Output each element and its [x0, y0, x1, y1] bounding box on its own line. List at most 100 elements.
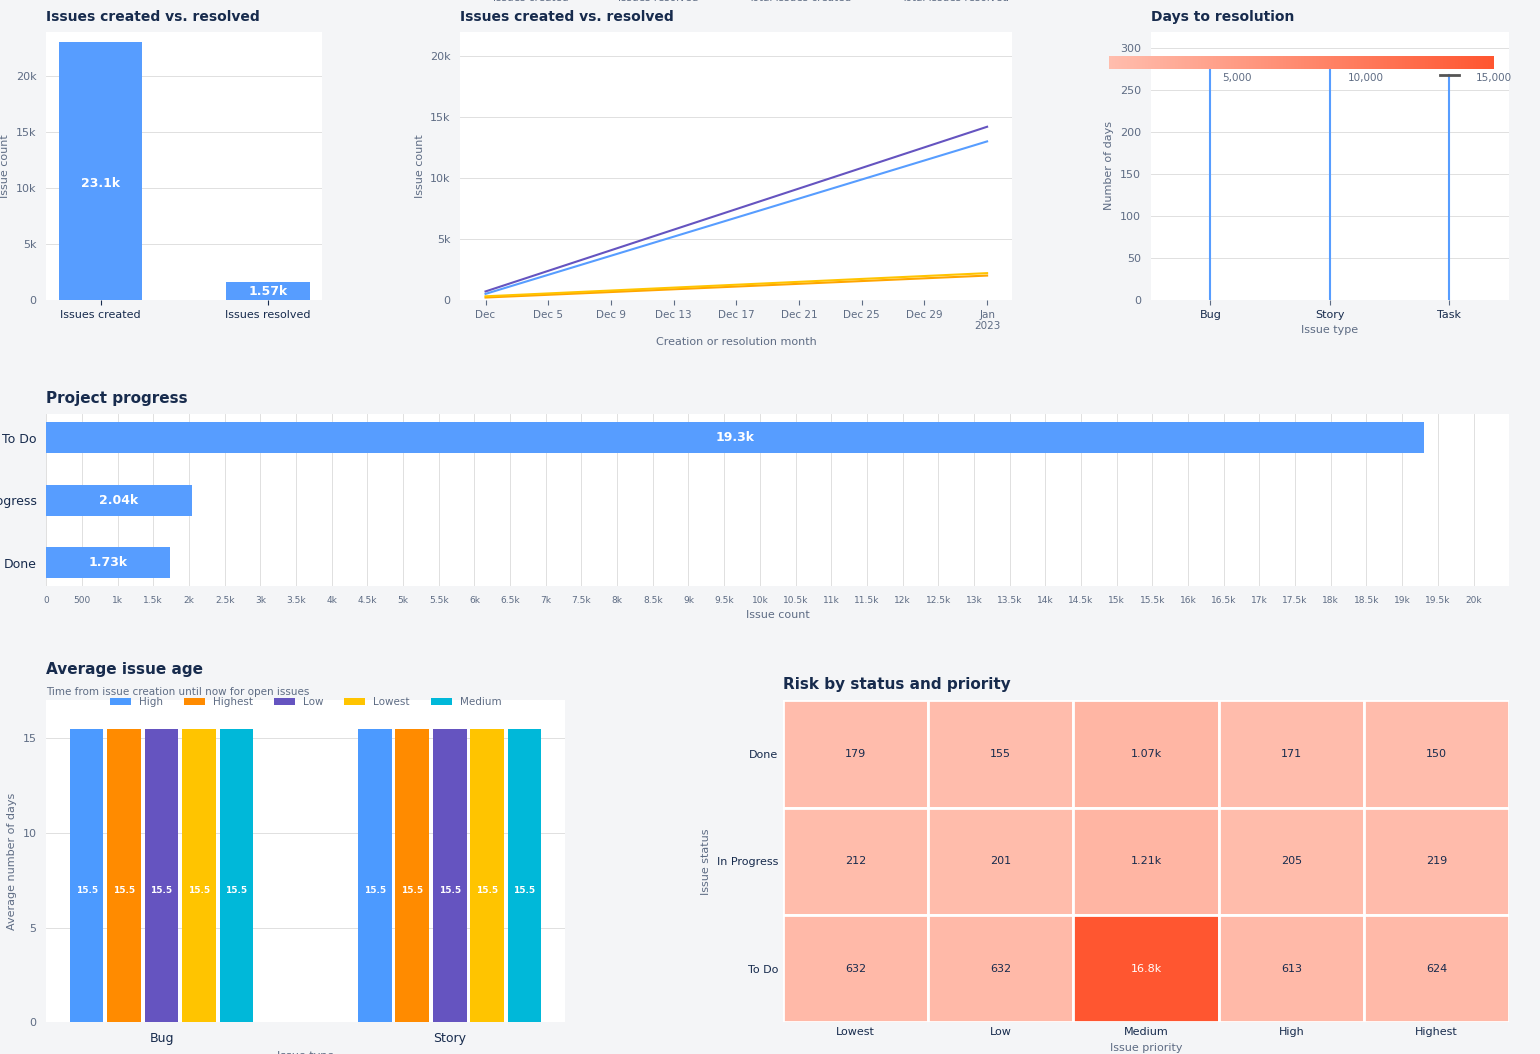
- Text: 179: 179: [845, 749, 865, 759]
- X-axis label: Issue type: Issue type: [277, 1051, 334, 1054]
- Issues created: [915, 154, 933, 167]
- Total issues resolved: [727, 278, 745, 291]
- Text: 15.5: 15.5: [476, 885, 497, 895]
- Issues resolved: [915, 272, 933, 285]
- Issues resolved: [476, 291, 494, 304]
- Text: 1.57k: 1.57k: [248, 285, 288, 297]
- Text: 15.5: 15.5: [439, 885, 460, 895]
- Total issues created: [978, 120, 996, 133]
- Y-axis label: Number of days: Number of days: [1104, 121, 1113, 211]
- Bar: [1364, 915, 1509, 1022]
- Text: 15.5: 15.5: [513, 885, 536, 895]
- Bar: [929, 700, 1073, 807]
- X-axis label: Issue priority: Issue priority: [1110, 1042, 1183, 1053]
- X-axis label: Issue count: Issue count: [745, 610, 810, 621]
- Total issues resolved: [978, 267, 996, 279]
- Total issues resolved: [539, 287, 557, 299]
- Text: 15.5: 15.5: [400, 885, 424, 895]
- Total issues created: [602, 243, 621, 256]
- Text: 16.8k: 16.8k: [1130, 963, 1161, 974]
- Total issues resolved: [853, 273, 872, 286]
- Issues created: [476, 288, 494, 300]
- Bar: [1218, 915, 1364, 1022]
- Issues resolved: [602, 286, 621, 298]
- Issues created: [602, 250, 621, 262]
- Total issues resolved: [915, 270, 933, 282]
- Issues created: [664, 231, 682, 243]
- Total issues resolved: [602, 285, 621, 297]
- Text: Issues created vs. resolved: Issues created vs. resolved: [460, 9, 675, 23]
- Bar: [145, 728, 179, 1022]
- Text: 1.73k: 1.73k: [88, 557, 128, 569]
- Text: 632: 632: [845, 963, 865, 974]
- Text: 171: 171: [1281, 749, 1301, 759]
- Text: 2.04k: 2.04k: [100, 493, 139, 507]
- Total issues resolved: [476, 290, 494, 302]
- Bar: [69, 728, 103, 1022]
- Text: 15.5: 15.5: [112, 885, 136, 895]
- Legend: High, Highest, Low, Lowest, Medium: High, Highest, Low, Lowest, Medium: [106, 692, 505, 711]
- Text: 155: 155: [990, 749, 1012, 759]
- Text: 15.5: 15.5: [225, 885, 248, 895]
- Line: Total issues created: Total issues created: [485, 126, 987, 292]
- Issues resolved: [853, 275, 872, 288]
- Legend: Issues created, Issues resolved, Total issues created, Total issues resolved: Issues created, Issues resolved, Total i…: [459, 0, 1013, 7]
- Bar: [782, 915, 929, 1022]
- Bar: [46, 547, 169, 579]
- Y-axis label: Issue count: Issue count: [414, 134, 425, 198]
- Issues created: [539, 269, 557, 281]
- Text: 19.3k: 19.3k: [716, 431, 755, 444]
- Bar: [470, 728, 504, 1022]
- Issues created: [727, 211, 745, 223]
- Line: Issues created: Issues created: [485, 141, 987, 294]
- Total issues created: [664, 223, 682, 236]
- Text: 150: 150: [1426, 749, 1448, 759]
- Bar: [929, 915, 1073, 1022]
- Issues resolved: [978, 269, 996, 281]
- Total issues created: [853, 161, 872, 174]
- Bar: [1218, 807, 1364, 915]
- Text: 212: 212: [845, 856, 865, 866]
- Text: 632: 632: [990, 963, 1012, 974]
- Issues resolved: [539, 289, 557, 301]
- Bar: [929, 807, 1073, 915]
- Text: Average issue age: Average issue age: [46, 662, 203, 677]
- Bar: [59, 42, 142, 300]
- Bar: [1073, 915, 1218, 1022]
- Line: Total issues resolved: Total issues resolved: [485, 273, 987, 296]
- Bar: [1364, 807, 1509, 915]
- Issues created: [853, 173, 872, 186]
- Bar: [508, 728, 542, 1022]
- Text: Days to resolution: Days to resolution: [1150, 9, 1294, 23]
- Text: Time from issue creation until now for open issues: Time from issue creation until now for o…: [46, 687, 310, 698]
- X-axis label: Issue type: Issue type: [1301, 326, 1358, 335]
- Text: 15.5: 15.5: [188, 885, 209, 895]
- Bar: [1218, 700, 1364, 807]
- Text: 15.5: 15.5: [151, 885, 172, 895]
- Y-axis label: Average number of days: Average number of days: [6, 793, 17, 930]
- Text: 613: 613: [1281, 963, 1301, 974]
- Text: Issues created vs. resolved: Issues created vs. resolved: [46, 9, 260, 23]
- Text: 201: 201: [990, 856, 1012, 866]
- Bar: [220, 728, 253, 1022]
- Line: Issues resolved: Issues resolved: [485, 275, 987, 297]
- Issues resolved: [664, 282, 682, 295]
- Bar: [1364, 700, 1509, 807]
- Issues resolved: [727, 280, 745, 293]
- Bar: [1073, 807, 1218, 915]
- Total issues created: [915, 141, 933, 154]
- Total issues resolved: [790, 275, 808, 288]
- Bar: [108, 728, 142, 1022]
- Issues created: [790, 192, 808, 204]
- Total issues created: [539, 265, 557, 277]
- Bar: [433, 728, 467, 1022]
- Bar: [46, 422, 1423, 453]
- Y-axis label: Issue count: Issue count: [0, 134, 11, 198]
- X-axis label: Creation or resolution month: Creation or resolution month: [656, 337, 816, 347]
- Text: 1.07k: 1.07k: [1130, 749, 1161, 759]
- Bar: [782, 807, 929, 915]
- Text: Project progress: Project progress: [46, 391, 188, 406]
- Bar: [182, 728, 216, 1022]
- Total issues created: [476, 286, 494, 298]
- Text: 624: 624: [1426, 963, 1448, 974]
